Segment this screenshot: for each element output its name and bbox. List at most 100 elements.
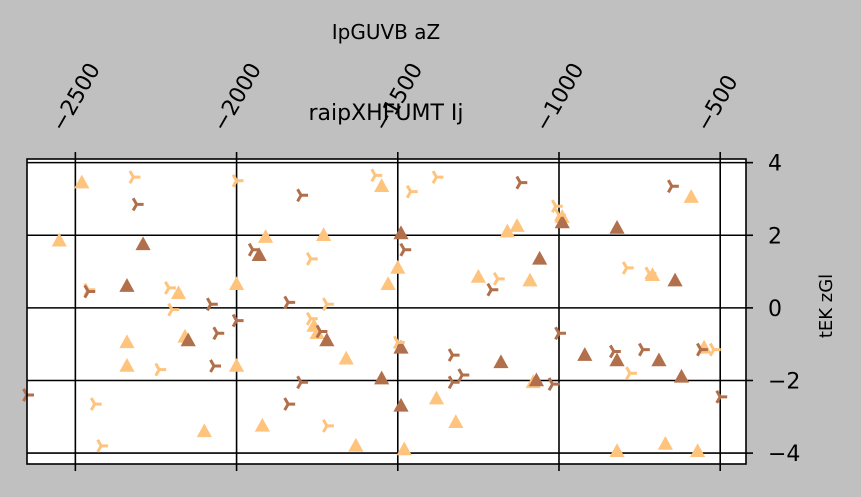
tri-right-marker xyxy=(447,375,460,390)
tri-right-marker xyxy=(283,295,296,310)
triangle-marker xyxy=(257,229,274,243)
triangle-marker xyxy=(651,352,667,367)
tri-right-marker xyxy=(515,175,528,190)
triangle-marker xyxy=(667,272,683,287)
tri-right-marker xyxy=(96,439,109,453)
triangle-marker xyxy=(554,214,570,229)
tri-right-marker xyxy=(164,281,176,295)
triangle-marker xyxy=(319,332,335,347)
triangle-marker xyxy=(493,354,509,369)
y-tick-label: 2 xyxy=(768,224,782,249)
x-tick-label: −2000 xyxy=(208,59,267,136)
triangle-marker xyxy=(119,334,135,349)
tri-right-marker xyxy=(131,197,144,212)
triangle-marker xyxy=(522,272,538,287)
triangle-marker xyxy=(135,236,151,251)
y-tick-label: −4 xyxy=(768,442,800,467)
tri-right-marker xyxy=(638,342,650,357)
tri-right-marker xyxy=(399,242,412,257)
triangle-marker xyxy=(380,276,396,291)
tri-right-marker xyxy=(154,362,167,377)
triangle-marker xyxy=(374,178,390,192)
triangle-marker xyxy=(470,269,486,283)
tri-right-marker xyxy=(644,266,657,281)
triangle-marker xyxy=(348,437,364,452)
triangle-marker xyxy=(251,247,267,261)
triangle-marker xyxy=(254,417,270,432)
triangle-marker xyxy=(119,278,135,292)
plot-frame xyxy=(26,158,747,465)
triangle-marker xyxy=(673,368,690,383)
triangle-marker xyxy=(393,339,409,354)
triangle-marker xyxy=(609,352,625,367)
tri-right-marker xyxy=(547,377,560,391)
triangle-marker xyxy=(609,219,625,234)
tri-right-marker xyxy=(212,326,225,341)
triangle-marker xyxy=(396,441,412,456)
tri-right-marker xyxy=(621,261,634,275)
tri-right-marker xyxy=(247,242,260,257)
triangle-marker xyxy=(577,347,593,361)
y-tick-label: 4 xyxy=(768,152,782,177)
triangle-marker xyxy=(509,218,525,232)
triangle-marker xyxy=(499,223,516,238)
triangle-marker xyxy=(532,250,548,265)
tri-right-marker xyxy=(708,342,721,357)
tri-right-marker xyxy=(322,297,334,312)
triangle-marker xyxy=(170,285,187,300)
tri-right-marker xyxy=(392,335,405,350)
tri-right-marker xyxy=(667,179,679,194)
tri-right-marker xyxy=(231,173,244,188)
triangle-marker xyxy=(393,397,409,412)
tri-right-marker xyxy=(405,184,418,199)
tri-right-marker xyxy=(696,342,708,357)
triangle-marker xyxy=(228,276,245,291)
tri-right-marker xyxy=(315,324,328,339)
x-tick-label: −2500 xyxy=(47,59,106,136)
tri-right-marker xyxy=(715,389,728,404)
y-tick-label: −2 xyxy=(768,369,800,394)
tri-right-marker xyxy=(231,313,244,328)
triangle-marker xyxy=(196,423,212,438)
triangle-marker xyxy=(338,350,354,365)
tri-right-marker xyxy=(492,271,505,286)
tri-right-marker xyxy=(550,199,563,214)
triangle-marker xyxy=(119,357,135,372)
tri-right-marker xyxy=(89,397,102,411)
x-tick-label: −500 xyxy=(692,71,744,136)
tri-right-marker xyxy=(296,375,309,390)
chart-title: raipXHFUMT Ij xyxy=(309,101,464,126)
tri-right-marker xyxy=(205,297,218,312)
data-markers xyxy=(22,168,728,458)
tri-right-marker xyxy=(625,366,637,381)
tri-right-marker xyxy=(486,282,499,297)
tri-right-marker xyxy=(554,208,566,223)
triangle-marker xyxy=(448,414,464,429)
tri-right-marker xyxy=(283,397,296,411)
y-axis-label: tEK zGl xyxy=(816,274,837,338)
triangle-marker xyxy=(393,225,409,240)
triangle-marker xyxy=(683,189,699,203)
triangle-marker xyxy=(528,372,545,387)
triangle-marker xyxy=(316,227,332,242)
tri-right-marker xyxy=(209,359,222,373)
triangle-marker xyxy=(609,443,625,458)
tri-right-marker xyxy=(322,419,334,433)
tri-right-marker xyxy=(305,311,318,326)
plot-area xyxy=(27,159,746,464)
triangle-marker xyxy=(428,390,445,405)
triangle-marker xyxy=(309,325,325,340)
triangle-marker xyxy=(51,232,67,247)
tri-right-marker xyxy=(431,170,444,184)
tri-right-marker xyxy=(305,252,318,266)
y-tick-label: 0 xyxy=(768,297,782,322)
tri-right-marker xyxy=(296,188,309,203)
tri-right-marker xyxy=(128,170,141,184)
x-axis-label: IpGUVB aZ xyxy=(332,20,440,44)
triangle-marker xyxy=(657,436,673,450)
tri-right-marker xyxy=(370,168,383,183)
x-tick-label: −1000 xyxy=(531,59,590,136)
tri-right-marker xyxy=(83,284,96,299)
